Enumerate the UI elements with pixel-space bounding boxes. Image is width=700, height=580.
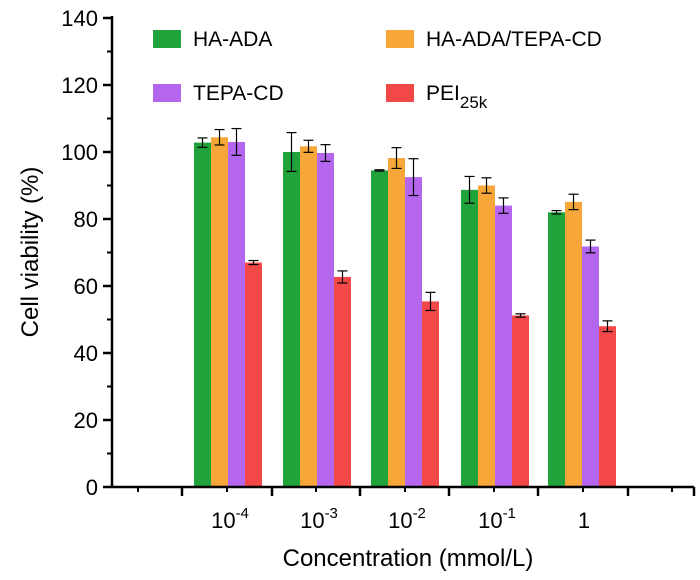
- x-tick-label: 10-3: [300, 505, 338, 533]
- x-tick-label: 1: [578, 508, 590, 533]
- bar: [317, 153, 334, 487]
- bar: [512, 315, 529, 487]
- y-tick-label: 60: [74, 274, 98, 299]
- bar: [283, 152, 300, 487]
- legend-swatch: [386, 84, 414, 102]
- y-axis-title: Cell viability (%): [17, 167, 44, 338]
- bar: [300, 146, 317, 487]
- legend-label: TEPA-CD: [193, 82, 284, 105]
- y-axis: 0 20 40 60 80 100 120 140: [61, 6, 114, 500]
- y-tick-label: 0: [86, 475, 98, 500]
- bar: [422, 301, 439, 487]
- bar: [388, 158, 405, 487]
- bar: [548, 212, 565, 488]
- y-tick-label: 80: [74, 207, 98, 232]
- y-tick-label: 40: [74, 341, 98, 366]
- x-axis-title: Concentration (mmol/L): [283, 545, 534, 572]
- legend: HA-ADA HA-ADA/TEPA-CD TEPA-CD PEI25k: [153, 28, 602, 112]
- bar: [211, 137, 228, 487]
- legend-swatch: [153, 30, 181, 48]
- y-tick-label: 140: [61, 6, 98, 31]
- legend-label: HA-ADA/TEPA-CD: [426, 28, 602, 51]
- plot-area: [194, 127, 616, 488]
- bar: [405, 177, 422, 487]
- x-tick-label: 10-2: [388, 505, 426, 533]
- x-tick-label: 10-1: [478, 505, 516, 533]
- y-tick-label: 120: [61, 73, 98, 98]
- legend-swatch: [153, 84, 181, 102]
- bar: [582, 246, 599, 487]
- bar: [599, 326, 616, 487]
- x-axis: 10-4 10-3 10-2 10-1 1: [112, 485, 696, 533]
- bar: [194, 142, 211, 487]
- legend-label: HA-ADA: [193, 28, 272, 51]
- y-tick-label: 100: [61, 140, 98, 165]
- bar: [565, 201, 582, 488]
- bar: [334, 276, 351, 487]
- y-tick-label: 20: [74, 408, 98, 433]
- bar: [245, 262, 262, 487]
- legend-label: PEI25k: [426, 82, 488, 112]
- bar: [228, 141, 245, 487]
- bar: [478, 185, 495, 487]
- x-tick-label: 10-4: [211, 505, 249, 533]
- bar: [461, 189, 478, 488]
- bar: [371, 170, 388, 488]
- bar: [495, 205, 512, 487]
- legend-swatch: [386, 30, 414, 48]
